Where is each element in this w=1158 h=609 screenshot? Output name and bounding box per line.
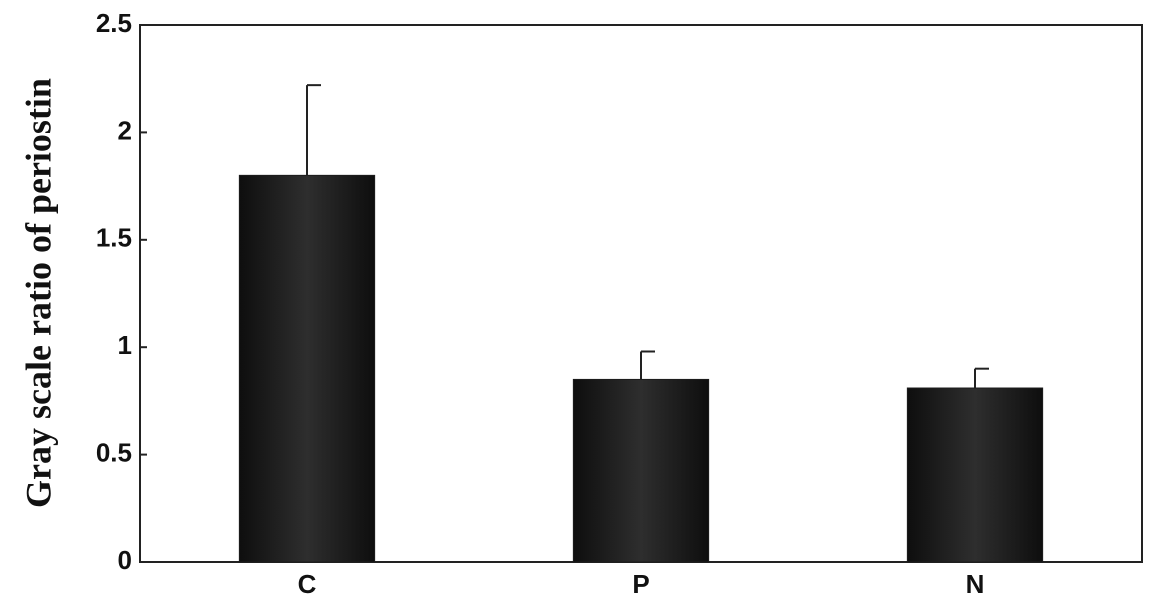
x-tick-label: N <box>966 569 985 599</box>
x-tick-label: P <box>632 569 649 599</box>
y-tick-label: 1 <box>118 330 132 360</box>
y-tick-label: 2.5 <box>96 8 132 38</box>
y-axis-label: Gray scale ratio of periostin <box>18 78 58 508</box>
y-tick-label: 1.5 <box>96 223 132 253</box>
bar <box>238 174 376 563</box>
bar <box>906 387 1044 563</box>
y-tick-label: 0.5 <box>96 437 132 467</box>
bar <box>572 378 710 563</box>
y-tick-label: 2 <box>118 115 132 145</box>
x-tick-label: C <box>298 569 317 599</box>
y-tick-label: 0 <box>118 545 132 575</box>
